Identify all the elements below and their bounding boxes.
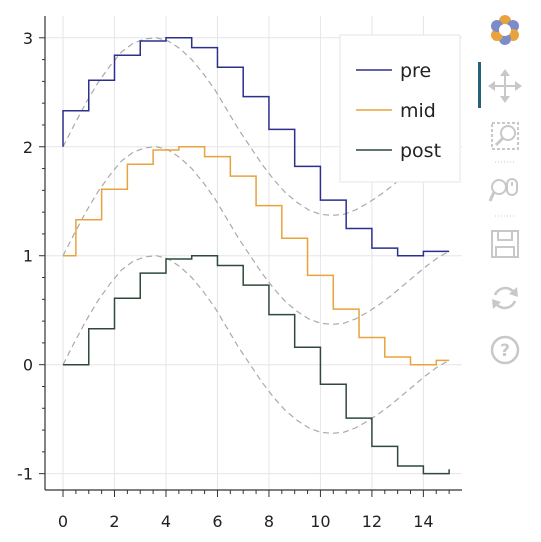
y-tick-label: -1 <box>17 465 33 484</box>
bokeh-logo-icon[interactable] <box>491 15 519 45</box>
legend: pre mid post <box>340 35 460 182</box>
x-axis: 0 2 4 6 8 10 12 14 <box>45 490 462 531</box>
save-icon[interactable] <box>492 231 518 257</box>
pan-icon[interactable] <box>488 69 522 103</box>
x-tick-label: 6 <box>212 512 222 531</box>
box-zoom-icon[interactable] <box>492 123 518 149</box>
y-tick-label: 3 <box>23 29 33 48</box>
y-axis: -1 0 1 2 3 <box>17 16 45 490</box>
x-tick-label: 4 <box>161 512 171 531</box>
x-tick-label: 2 <box>109 512 119 531</box>
x-tick-label: 14 <box>413 512 433 531</box>
x-tick-label: 8 <box>264 512 274 531</box>
reset-icon[interactable] <box>492 287 518 309</box>
legend-label: post <box>400 140 441 162</box>
legend-label: mid <box>400 100 436 122</box>
legend-label: pre <box>400 60 431 82</box>
x-tick-label: 10 <box>310 512 330 531</box>
y-tick-label: 0 <box>23 356 33 375</box>
wheel-zoom-icon[interactable] <box>490 179 517 201</box>
active-tool-marker <box>478 62 481 108</box>
y-tick-label: 2 <box>23 138 33 157</box>
x-tick-label: 0 <box>58 512 68 531</box>
x-tick-label: 12 <box>362 512 382 531</box>
svg-text:?: ? <box>500 341 510 361</box>
y-tick-label: 1 <box>23 247 33 266</box>
help-icon[interactable]: ? <box>492 337 518 363</box>
toolbar: ? <box>478 15 522 363</box>
